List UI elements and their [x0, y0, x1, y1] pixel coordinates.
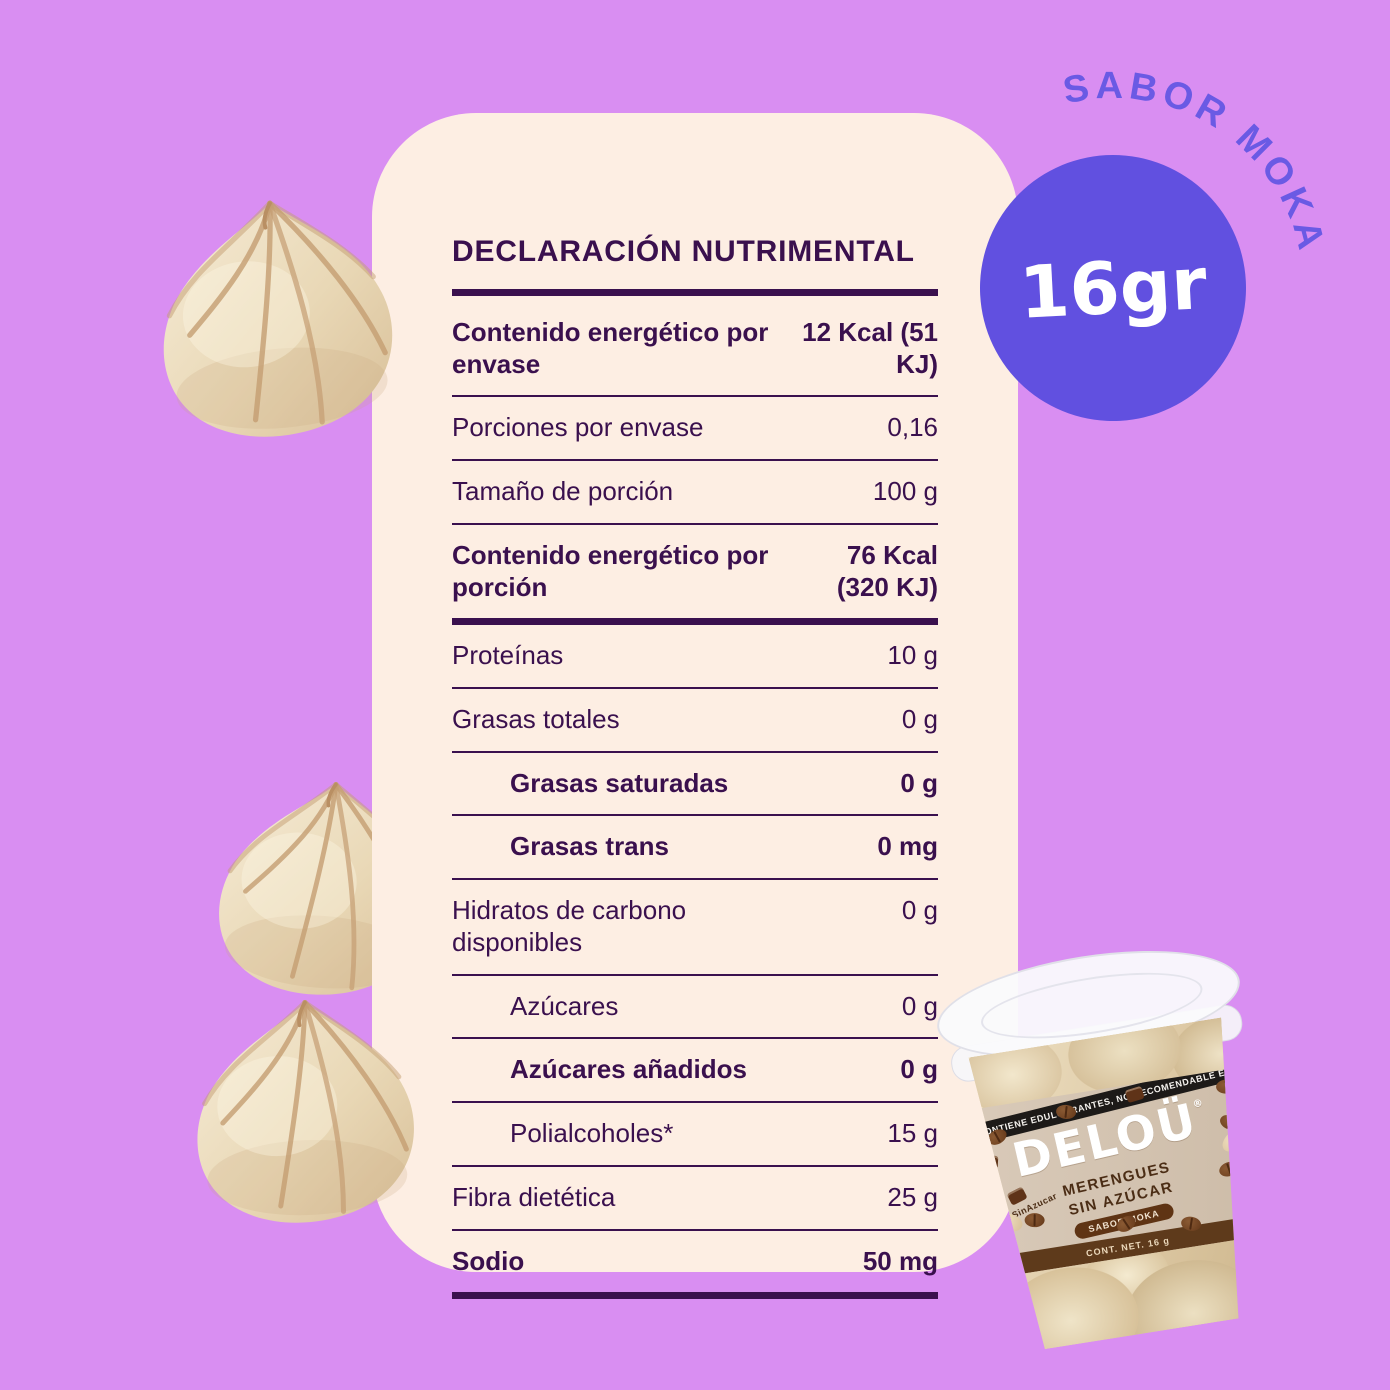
row-value: 0 mg	[877, 831, 938, 862]
row-value: 100 g	[872, 476, 938, 507]
row-label: Sodio	[452, 1245, 525, 1276]
row-label: Fibra dietética	[452, 1181, 616, 1212]
cup-label: CONTIENE EDULCORANTES, NO RECOMENDABLE E…	[969, 1068, 1264, 1278]
divider-thick	[452, 289, 938, 296]
table-row: Contenido energético por porción 76 Kcal…	[452, 525, 938, 626]
row-value: 25 g	[887, 1181, 938, 1212]
product-cup-image: CONTIENE EDULCORANTES, NO RECOMENDABLE E…	[927, 925, 1306, 1370]
chocolate-chunk-icon	[981, 1155, 999, 1169]
row-value: 0 g	[901, 990, 938, 1021]
table-row: Grasas saturadas 0 g	[452, 753, 938, 817]
table-row: Porciones por envase 0,16	[452, 397, 938, 462]
nutrition-panel: DECLARACIÓN NUTRIMENTAL Contenido energé…	[372, 113, 1018, 1300]
row-label: Azúcares añadidos	[510, 1054, 747, 1085]
row-value: 50 mg	[862, 1245, 938, 1276]
row-label: Porciones por envase	[452, 412, 704, 443]
row-value: 0,16	[887, 412, 938, 443]
row-value: 0 g	[901, 895, 938, 926]
row-label: Polialcoholes*	[510, 1118, 674, 1149]
row-value: 0 g	[900, 1054, 938, 1085]
meringue-image	[124, 178, 427, 460]
panel-title: DECLARACIÓN NUTRIMENTAL	[452, 235, 915, 268]
table-row: Fibra dietética 25 g	[452, 1167, 938, 1231]
table-row: Grasas totales 0 g	[452, 689, 938, 753]
table-row: Grasas trans 0 mg	[452, 816, 938, 881]
row-label: Azúcares	[510, 990, 619, 1021]
row-label: Contenido energético por porción	[452, 539, 769, 602]
weight-badge-label: 16gr	[1017, 241, 1209, 335]
row-value: 12 Kcal (51 KJ)	[802, 317, 938, 379]
table-row: Tamaño de porción 100 g	[452, 461, 938, 525]
row-label: Grasas trans	[510, 831, 669, 862]
meringue-image	[176, 984, 435, 1241]
table-row: Azúcares 0 g	[452, 976, 938, 1040]
chocolate-chunk-icon	[990, 1235, 1010, 1252]
row-value: 76 Kcal (320 KJ)	[836, 539, 938, 602]
row-label: Tamaño de porción	[452, 476, 674, 507]
coffee-bean-icon	[1024, 1213, 1044, 1227]
row-label: Hidratos de carbono disponibles	[452, 895, 687, 957]
nutrition-table: Contenido energético por envase 12 Kcal …	[452, 302, 938, 1300]
registered-mark: ®	[1191, 1097, 1207, 1111]
row-value: 0 g	[900, 767, 938, 798]
cup-body: CONTIENE EDULCORANTES, NO RECOMENDABLE E…	[960, 1016, 1276, 1355]
row-value: 15 g	[887, 1118, 938, 1149]
row-label: Grasas totales	[452, 704, 620, 735]
table-row: Polialcoholes* 15 g	[452, 1103, 938, 1167]
table-row: Azúcares añadidos 0 g	[452, 1039, 938, 1104]
row-label: Contenido energético por envase	[452, 317, 769, 379]
row-value: 10 g	[887, 640, 938, 671]
row-value: 0 g	[901, 704, 938, 735]
chocolate-chunk-icon	[1235, 1191, 1254, 1207]
table-row: Sodio 50 mg	[452, 1231, 938, 1300]
row-label: Grasas saturadas	[510, 767, 729, 798]
row-label: Proteínas	[452, 640, 564, 671]
table-row: Hidratos de carbono disponibles 0 g	[452, 880, 938, 976]
table-row: Contenido energético por envase 12 Kcal …	[452, 302, 938, 398]
table-row: Proteínas 10 g	[452, 625, 938, 690]
coffee-bean-icon	[1216, 1079, 1237, 1094]
